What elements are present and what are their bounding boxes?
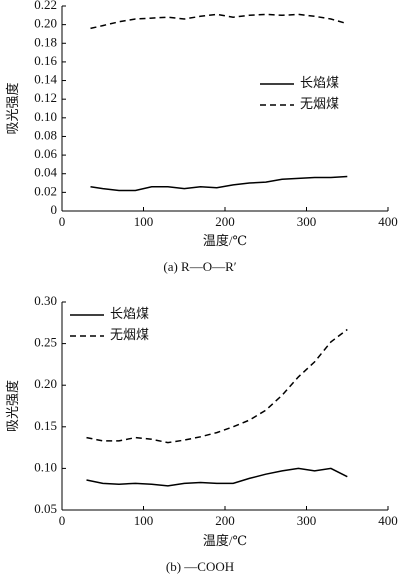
y-tick-label: 0.16	[34, 53, 57, 68]
x-tick-label: 0	[59, 214, 66, 229]
legend-label: 长焰煤	[300, 75, 339, 90]
y-tick-label: 0.04	[34, 165, 57, 180]
caption: (b) —COOH	[166, 559, 234, 574]
y-tick-label: 0.05	[34, 501, 57, 516]
y-tick-label: 0.18	[34, 34, 57, 49]
x-tick-label: 300	[297, 513, 317, 528]
series-line	[90, 13, 348, 30]
y-tick-label: 0.06	[34, 146, 57, 161]
y-axis-label: 吸光强度	[5, 82, 20, 134]
legend-label: 无烟煤	[110, 327, 149, 342]
x-tick-label: 400	[378, 214, 398, 229]
x-tick-label: 0	[59, 513, 66, 528]
x-tick-label: 300	[297, 214, 317, 229]
series-line	[86, 467, 348, 487]
x-tick-label: 400	[378, 513, 398, 528]
y-tick-label: 0.20	[34, 16, 57, 31]
series-line	[90, 175, 348, 192]
legend-label: 长焰煤	[110, 306, 149, 321]
legend-label: 无烟煤	[300, 96, 339, 111]
y-tick-label: 0.30	[34, 293, 57, 308]
x-axis-label: 温度/℃	[203, 233, 247, 248]
caption: (a) R—O—R′	[163, 259, 236, 274]
x-tick-label: 200	[215, 214, 235, 229]
y-tick-label: 0.22	[34, 0, 57, 12]
y-tick-label: 0.15	[34, 418, 57, 433]
y-tick-label: 0.25	[34, 335, 57, 350]
y-tick-label: 0	[51, 202, 58, 217]
series-line	[86, 328, 348, 444]
y-axis-label: 吸光强度	[5, 380, 20, 432]
y-tick-label: 0.20	[34, 376, 57, 391]
x-tick-label: 100	[134, 214, 154, 229]
y-tick-label: 0.08	[34, 127, 57, 142]
y-tick-label: 0.02	[34, 183, 57, 198]
y-tick-label: 0.14	[34, 72, 57, 87]
x-tick-label: 100	[134, 513, 154, 528]
y-tick-label: 0.12	[34, 90, 57, 105]
y-tick-label: 0.10	[34, 109, 57, 124]
x-axis-label: 温度/℃	[203, 533, 247, 548]
y-tick-label: 0.10	[34, 459, 57, 474]
x-tick-label: 200	[215, 513, 235, 528]
